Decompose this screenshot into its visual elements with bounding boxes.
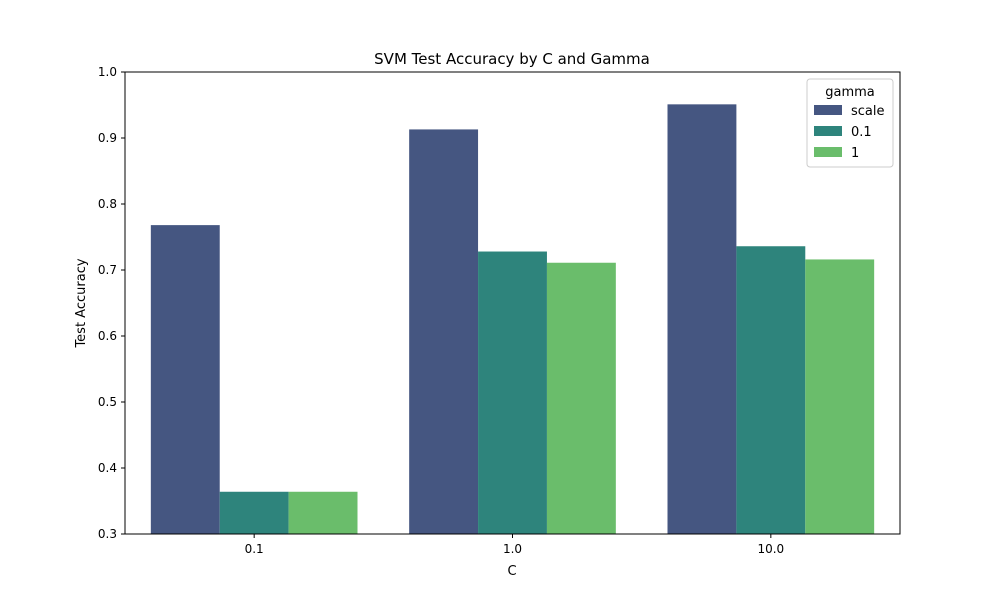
y-axis: 0.3 0.4 0.5 0.6 0.7 0.8 0.9 1.0 xyxy=(98,65,125,541)
bar-0.1-0.1 xyxy=(219,491,289,534)
bar-0.1-1 xyxy=(288,491,358,534)
y-axis-label: Test Accuracy xyxy=(74,258,89,348)
bars-group xyxy=(150,104,875,535)
legend-box xyxy=(806,78,894,168)
x-tick-label: 10.0 xyxy=(757,542,784,556)
y-tick-label: 0.7 xyxy=(98,263,117,277)
y-tick-label: 0.9 xyxy=(98,131,117,145)
bar-1.0-scale xyxy=(409,129,479,535)
y-tick-label: 0.5 xyxy=(98,395,117,409)
legend-label-0.1: 0.1 xyxy=(851,125,872,140)
x-tick-label: 1.0 xyxy=(503,542,522,556)
plot-frame xyxy=(124,71,901,535)
y-tick-label: 1.0 xyxy=(98,65,117,79)
y-tick-label: 0.4 xyxy=(98,461,117,475)
bar-10.0-1 xyxy=(805,259,875,534)
chart-title: SVM Test Accuracy by C and Gamma xyxy=(374,50,650,68)
legend-title: gamma xyxy=(825,85,875,100)
legend-label-1: 1 xyxy=(851,146,859,161)
x-axis-label: C xyxy=(507,564,516,579)
bar-1.0-0.1 xyxy=(478,251,547,534)
legend-swatch-1 xyxy=(814,147,842,157)
y-tick-label: 0.3 xyxy=(98,527,117,541)
y-tick-label: 0.6 xyxy=(98,329,117,343)
x-axis: 0.1 1.0 10.0 xyxy=(245,534,784,556)
bar-0.1-scale xyxy=(150,225,220,534)
bar-10.0-0.1 xyxy=(736,246,806,535)
y-tick-label: 0.8 xyxy=(98,197,117,211)
legend-label-scale: scale xyxy=(851,104,885,119)
legend-swatch-scale xyxy=(814,105,842,115)
legend-swatch-0.1 xyxy=(814,126,842,136)
bar-10.0-scale xyxy=(667,104,737,534)
bar-1.0-1 xyxy=(546,262,616,534)
legend: gamma scale 0.1 1 xyxy=(806,78,894,168)
x-tick-label: 0.1 xyxy=(245,542,264,556)
